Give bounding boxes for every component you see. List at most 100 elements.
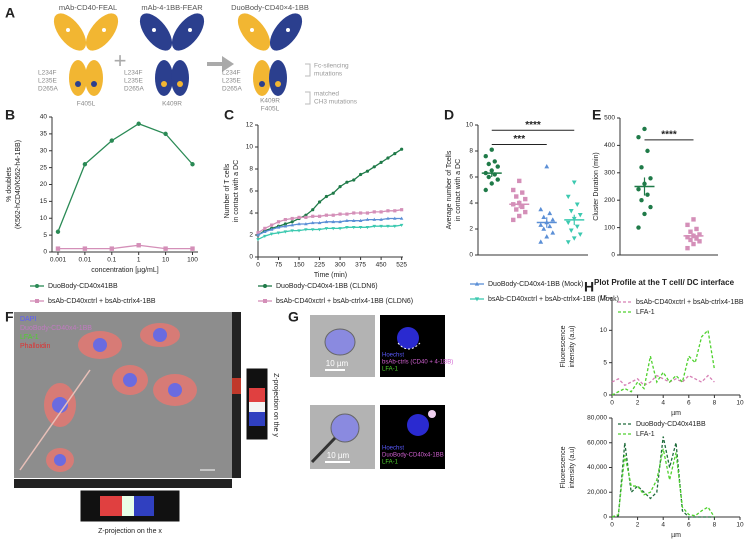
marker	[256, 231, 260, 235]
x-axis-label: concentration [µg/mL]	[91, 267, 159, 274]
z-strip	[232, 312, 241, 478]
marker	[489, 181, 494, 186]
marker	[365, 217, 370, 221]
dot	[66, 28, 70, 32]
y-tick-label: 5	[43, 232, 47, 239]
ch3-mutation: F405L	[261, 106, 280, 113]
x-tick-label: 150	[294, 262, 305, 269]
fc	[253, 60, 271, 96]
marker	[517, 178, 522, 184]
mutation: L234F	[124, 70, 142, 77]
panel-label: C	[224, 107, 234, 123]
mutation-dot	[161, 81, 167, 87]
marker	[283, 222, 287, 226]
y-tick-label: 10	[40, 215, 48, 222]
marker	[269, 232, 274, 236]
fc	[269, 60, 287, 96]
y-axis-label: intensity (a.u)	[569, 446, 576, 488]
ch3-mutation: K409R	[162, 101, 182, 108]
x-tick-label: 0.01	[79, 257, 92, 264]
marker	[386, 209, 390, 213]
x-tick-label: 1	[137, 257, 141, 264]
x-tick-label: 225	[314, 262, 325, 269]
marker	[379, 217, 383, 221]
x-tick-label: 0	[610, 522, 614, 529]
x-tick-label: 10	[162, 257, 170, 264]
inset-signal	[249, 412, 265, 426]
marker	[642, 211, 647, 217]
marker	[648, 176, 653, 181]
caption: Z-projection on the y	[272, 373, 279, 437]
y-axis-label: Fluorescence	[560, 446, 567, 488]
x-tick-label: 2	[636, 522, 640, 529]
y-tick-label: 2	[249, 232, 253, 239]
marker	[276, 225, 281, 229]
y-tick-label: 20	[40, 181, 48, 188]
marker	[331, 227, 335, 231]
series-line	[611, 436, 715, 518]
marker	[544, 163, 550, 169]
marker	[283, 230, 288, 234]
marker	[399, 216, 404, 220]
antibody-icon	[53, 13, 119, 96]
cell	[330, 413, 360, 443]
marker	[565, 194, 571, 200]
nucleus	[93, 338, 107, 352]
inset-signal	[100, 496, 122, 516]
marker	[351, 218, 356, 222]
marker	[324, 219, 329, 224]
marker	[358, 218, 363, 222]
marker	[691, 241, 696, 247]
mutation: D265A	[38, 86, 59, 93]
marker	[269, 227, 274, 231]
marker	[345, 180, 349, 184]
marker	[571, 180, 577, 185]
marker	[645, 192, 650, 197]
channel-label: DuoBody-CD40x4-1BB	[382, 453, 444, 459]
x-tick-label: 8	[713, 400, 717, 407]
arrow	[207, 56, 234, 72]
dot	[286, 28, 290, 32]
marker	[694, 226, 699, 232]
marker	[574, 202, 580, 207]
y-tick-label: 0	[249, 254, 253, 261]
marker	[310, 228, 315, 232]
channel-label: bsAb-ctrls (CD40 + 4-1BB)	[382, 360, 453, 366]
marker	[324, 194, 328, 199]
marker	[514, 194, 519, 199]
series-line	[57, 244, 193, 250]
marker	[697, 232, 702, 237]
y-tick-label: 0	[43, 249, 47, 256]
significance-label: ***	[513, 134, 525, 145]
marker	[379, 210, 383, 214]
mutation-dot	[259, 81, 265, 87]
x-tick-label: 375	[355, 262, 366, 269]
marker	[297, 215, 301, 219]
marker	[345, 218, 349, 222]
dot	[188, 28, 192, 32]
marker	[297, 222, 301, 226]
y-tick-label: 2	[469, 226, 473, 233]
marker	[358, 226, 363, 230]
series-line	[257, 209, 402, 234]
marker	[571, 236, 577, 241]
marker	[276, 220, 281, 224]
legend-label: LFA-1	[636, 309, 655, 316]
y-tick-label: 80,000	[587, 415, 607, 422]
plus-sign: +	[114, 48, 127, 73]
fiber	[19, 369, 91, 471]
mutation: L234F	[38, 70, 56, 77]
marker	[639, 165, 644, 170]
panel-label: B	[5, 107, 15, 123]
marker	[338, 212, 342, 216]
marker	[547, 210, 553, 216]
y-tick-label: 100	[604, 224, 615, 231]
fc	[171, 60, 189, 96]
series-line	[257, 217, 402, 236]
y-tick-label: 15	[600, 295, 608, 302]
y-tick-label: 0	[603, 392, 607, 399]
marker	[136, 243, 141, 248]
marker	[331, 219, 335, 224]
channel-label: LFA-1	[20, 334, 39, 341]
marker	[290, 216, 294, 221]
